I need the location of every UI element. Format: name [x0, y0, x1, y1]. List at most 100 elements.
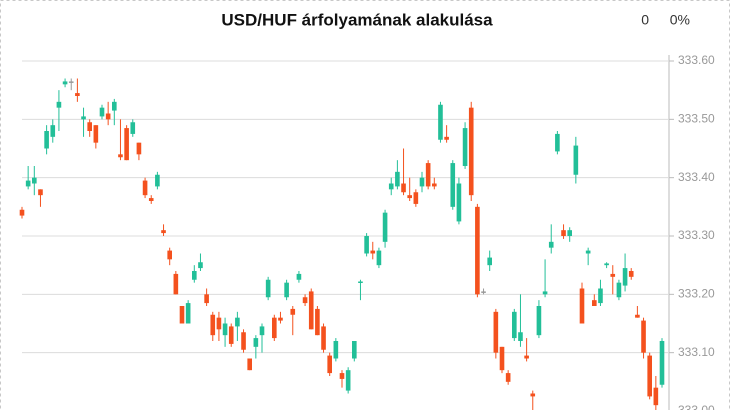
- candle-body: [315, 308, 320, 336]
- y-tick-label: 333.50: [678, 112, 715, 126]
- candle-body: [259, 326, 265, 336]
- candle-body: [345, 370, 351, 391]
- candle-body: [475, 206, 480, 295]
- candle-body: [444, 136, 449, 140]
- candle-body: [44, 131, 49, 149]
- y-tick-label: 333.30: [678, 228, 715, 242]
- candle-body: [290, 308, 296, 315]
- change-percent: 0%: [670, 12, 690, 28]
- candle-body: [167, 250, 172, 260]
- candle-body: [653, 387, 659, 406]
- candle-body: [622, 268, 628, 286]
- candle-body: [198, 262, 203, 269]
- candle-body: [50, 125, 56, 137]
- candle-body: [370, 250, 376, 254]
- candle-body: [413, 192, 419, 204]
- chart-title: USD/HUF árfolyamának alakulása: [221, 10, 493, 29]
- candle-body: [68, 81, 74, 83]
- candle-body: [321, 326, 326, 350]
- y-tick-label: 333.20: [678, 287, 715, 301]
- candle-body: [75, 93, 80, 96]
- candle-body: [518, 332, 523, 341]
- candle-body: [32, 177, 37, 184]
- candle-body: [407, 195, 412, 199]
- y-tick-label: 333.00: [678, 403, 715, 410]
- candle-body: [296, 273, 302, 280]
- candle-body: [247, 358, 252, 371]
- candle-body: [450, 163, 456, 207]
- candle-body: [56, 101, 62, 108]
- y-tick-label: 333.10: [678, 345, 715, 359]
- candle-body: [235, 317, 240, 327]
- candle-body: [364, 236, 369, 254]
- candle-body: [395, 171, 400, 187]
- candle-body: [161, 230, 166, 234]
- candle-body: [542, 291, 548, 295]
- candle-body: [419, 177, 425, 187]
- candle-body: [548, 241, 554, 248]
- candle-body: [228, 326, 234, 344]
- candle-body: [481, 291, 486, 293]
- candle-body: [308, 291, 314, 330]
- candle-body: [401, 183, 406, 193]
- candle-body: [124, 128, 129, 161]
- candle-body: [628, 271, 634, 277]
- candle-body: [579, 288, 585, 324]
- candle-body: [536, 306, 542, 336]
- candle-body: [573, 145, 579, 175]
- candle-body: [302, 297, 308, 304]
- candle-body: [81, 116, 86, 120]
- candle-body: [204, 294, 209, 304]
- candle-body: [352, 341, 357, 359]
- candle-body: [278, 317, 283, 321]
- candle-body: [616, 282, 622, 298]
- candle-body: [25, 180, 31, 187]
- candle-body: [512, 311, 517, 339]
- candle-body: [185, 303, 191, 324]
- candle-body: [598, 288, 603, 304]
- candle-body: [432, 183, 437, 187]
- candle-body: [136, 142, 142, 155]
- candle-body: [567, 230, 572, 236]
- candle-body: [112, 101, 117, 111]
- candle-body: [216, 317, 222, 330]
- candle-body: [438, 104, 443, 140]
- candle-body: [179, 306, 185, 324]
- candle-body: [604, 263, 609, 266]
- candle-body: [524, 355, 529, 359]
- change: 0: [641, 12, 649, 28]
- candle-body: [505, 373, 511, 382]
- candle-body: [388, 183, 394, 190]
- candle-body: [382, 212, 388, 242]
- candle-body: [99, 107, 105, 117]
- candle-body: [592, 300, 597, 306]
- candle-body: [19, 209, 25, 216]
- candle-body: [358, 281, 363, 283]
- candle-body: [376, 250, 382, 266]
- candle-body: [241, 332, 246, 350]
- candle-body: [284, 282, 289, 298]
- candle-body: [62, 81, 68, 85]
- candle-body: [610, 273, 616, 277]
- y-tick-label: 333.60: [678, 53, 715, 67]
- candle-body: [647, 355, 652, 397]
- candle-body: [118, 154, 123, 158]
- candle-body: [105, 113, 111, 120]
- candle-body: [265, 279, 271, 298]
- candle-body: [635, 314, 640, 318]
- candle-body: [222, 323, 228, 336]
- candle-body: [155, 174, 160, 187]
- candle-body: [456, 183, 462, 222]
- candle-body: [333, 341, 339, 359]
- y-tick-label: 333.40: [678, 170, 715, 184]
- candle-body: [493, 311, 499, 353]
- candle-body: [462, 128, 468, 166]
- candle-body: [561, 230, 566, 236]
- candle-body: [38, 189, 43, 196]
- candle-body: [130, 122, 136, 134]
- candle-body: [555, 133, 560, 152]
- candle-body: [327, 355, 332, 374]
- candle-body: [148, 198, 154, 201]
